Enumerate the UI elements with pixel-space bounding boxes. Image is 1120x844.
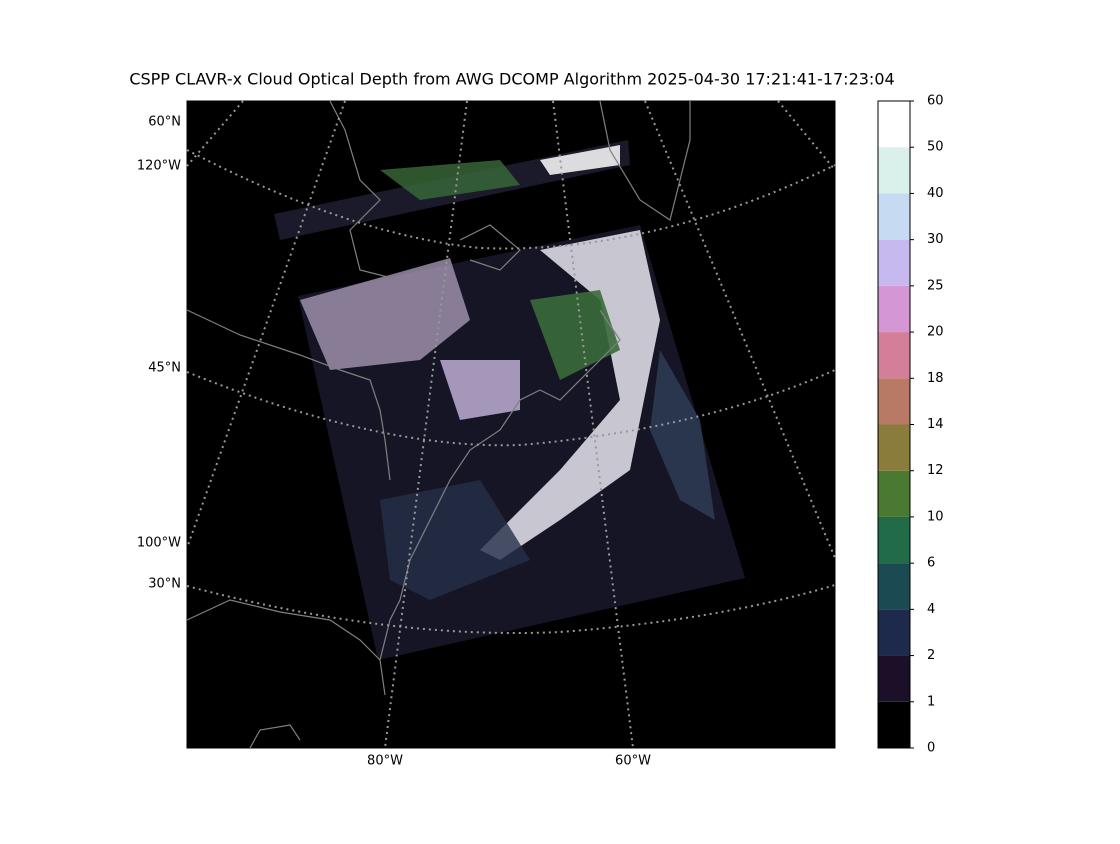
colorbar-tick-label: 20 (927, 325, 944, 340)
colorbar-tick-label: 10 (927, 509, 944, 524)
colorbar-segment (878, 101, 910, 148)
lon-label: 80°W (367, 754, 403, 769)
colorbar-segment (878, 470, 910, 517)
cloud (380, 480, 530, 600)
colorbar-segment (878, 285, 910, 333)
coastlines (186, 100, 691, 749)
colorbar-tick-label: 14 (927, 417, 944, 432)
colorbar-segment (878, 239, 910, 286)
lon-label: 100°W (137, 536, 181, 551)
colorbar-segment (878, 332, 910, 379)
colorbar-segment (878, 193, 910, 240)
colorbar-tick-label: 30 (927, 232, 944, 247)
colorbar-tick-label: 4 (927, 602, 935, 617)
parallel (186, 149, 836, 250)
lat-label: 45°N (148, 361, 181, 376)
coastline (329, 100, 401, 281)
colorbar-tick-label: 60 (927, 94, 944, 109)
colorbar-tick-label: 0 (927, 741, 935, 756)
colorbar-tick-label: 1 (927, 694, 935, 709)
colorbar-segment (878, 424, 910, 471)
swath (274, 140, 745, 660)
cloud (650, 350, 715, 520)
meridian (384, 100, 468, 749)
lon-label: 120°W (137, 159, 181, 174)
colorbar-segment (878, 609, 910, 656)
colorbar-segment (878, 378, 910, 425)
cloud (300, 258, 470, 370)
map (186, 100, 836, 749)
graticule (186, 100, 836, 749)
colorbar-tick-label: 50 (927, 140, 944, 155)
cloud (530, 290, 620, 380)
meridian (644, 100, 836, 559)
lon-label: 60°W (615, 754, 651, 769)
lat-label: 60°N (148, 115, 181, 130)
colorbar-segment (878, 563, 910, 610)
colorbar-tick-label: 40 (927, 186, 944, 201)
border (186, 309, 391, 481)
meridian (552, 100, 634, 749)
cloud (440, 360, 520, 420)
coastline (459, 224, 521, 271)
colorbar-tick-label: 18 (927, 371, 944, 386)
colorbar-tick-label: 12 (927, 463, 944, 478)
coastline (249, 724, 301, 749)
coastline (599, 100, 691, 221)
lat-label: 30°N (148, 577, 181, 592)
cloud (380, 160, 520, 200)
colorbar-tick-label: 25 (927, 278, 944, 293)
colorbar-segment (878, 701, 910, 748)
coastline (186, 309, 621, 696)
meridian (186, 100, 346, 549)
colorbar-segment (878, 147, 910, 194)
colorbar-segment (878, 655, 910, 702)
colorbar-tick-label: 2 (927, 648, 935, 663)
title: CSPP CLAVR-x Cloud Optical Depth from AW… (129, 70, 894, 89)
meridian (186, 100, 244, 167)
cloud (540, 145, 620, 175)
parallel (186, 369, 836, 447)
colorbar-tick-label: 6 (927, 556, 935, 571)
colorbar-segment (878, 516, 910, 564)
cloud (480, 230, 660, 560)
